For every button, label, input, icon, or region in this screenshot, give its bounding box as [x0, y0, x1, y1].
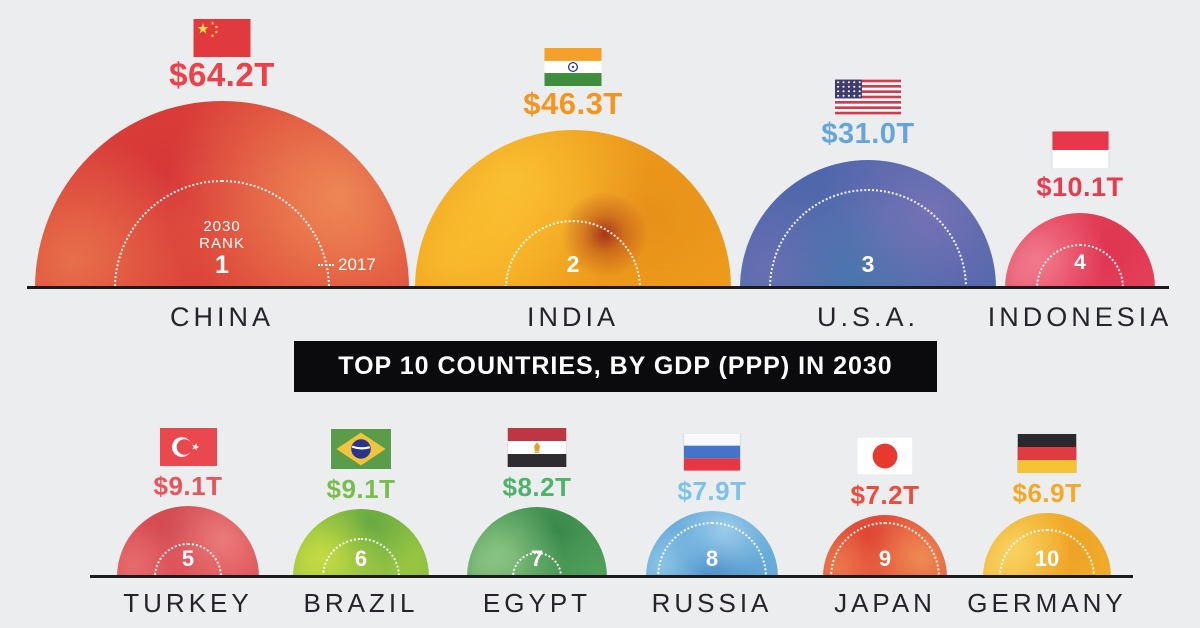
germany-gdp-value: $6.9T — [1012, 478, 1082, 508]
germany-rank: 10 — [1034, 546, 1060, 571]
brazil-gdp-value: $9.1T — [326, 474, 396, 504]
indonesia-gdp-value: $10.1T — [1036, 172, 1124, 202]
rank-legend-year: 2030 — [203, 218, 241, 235]
chart-title: TOP 10 COUNTRIES, BY GDP (PPP) IN 2030 — [338, 352, 893, 380]
dotted-leader-line — [318, 264, 334, 266]
india-rank: 2 — [566, 251, 580, 277]
chart-title-banner: TOP 10 COUNTRIES, BY GDP (PPP) IN 2030 — [294, 341, 937, 392]
top-baseline-axis — [27, 286, 1169, 289]
egypt-rank: 7 — [530, 546, 544, 571]
brazil-country-label: BRAZIL — [303, 588, 419, 618]
germany-country-label: GERMANY — [967, 588, 1127, 618]
japan-flag-icon — [857, 437, 913, 475]
india-gdp-value: $46.3T — [523, 86, 623, 121]
egypt-gdp-value: $8.2T — [502, 472, 572, 502]
china-flag-icon — [193, 19, 251, 57]
usa-country-label: U.S.A. — [816, 302, 920, 332]
japan-country-label: JAPAN — [834, 588, 936, 618]
germany-flag-icon — [1017, 434, 1077, 473]
rank-legend-word: RANK — [199, 235, 245, 252]
china-country-label: CHINA — [169, 302, 274, 332]
egypt-flag-icon — [507, 428, 567, 467]
usa-gdp-value: $31.0T — [821, 118, 915, 150]
china-rank: 1 — [215, 251, 229, 279]
brazil-flag-icon — [331, 429, 391, 469]
brazil-rank: 6 — [354, 546, 368, 571]
turkey-flag-icon — [159, 428, 217, 466]
indonesia-flag-icon — [1051, 131, 1109, 169]
turkey-rank: 5 — [181, 546, 195, 571]
indonesia-country-label: INDONESIA — [987, 302, 1173, 332]
turkey-gdp-value: $9.1T — [153, 471, 223, 501]
rank-legend: 2030 RANK — [162, 218, 282, 252]
usa-rank: 3 — [861, 251, 875, 277]
russia-rank: 8 — [705, 546, 719, 571]
russia-country-label: RUSSIA — [651, 588, 773, 618]
japan-rank: 9 — [878, 546, 892, 571]
comparison-year-callout: 2017 — [318, 255, 376, 275]
china-gdp-value: $64.2T — [169, 56, 275, 93]
turkey-country-label: TURKEY — [123, 588, 253, 618]
russia-flag-icon — [683, 433, 741, 471]
egypt-country-label: EGYPT — [482, 588, 592, 618]
japan-gdp-value: $7.2T — [850, 480, 920, 510]
india-country-label: INDIA — [526, 302, 619, 332]
indonesia-rank: 4 — [1074, 251, 1086, 274]
india-flag-icon — [544, 48, 602, 86]
russia-gdp-value: $7.9T — [677, 476, 747, 506]
usa-flag-icon — [835, 79, 901, 115]
bottom-baseline-axis — [90, 575, 1133, 578]
comparison-year-label: 2017 — [338, 255, 376, 274]
